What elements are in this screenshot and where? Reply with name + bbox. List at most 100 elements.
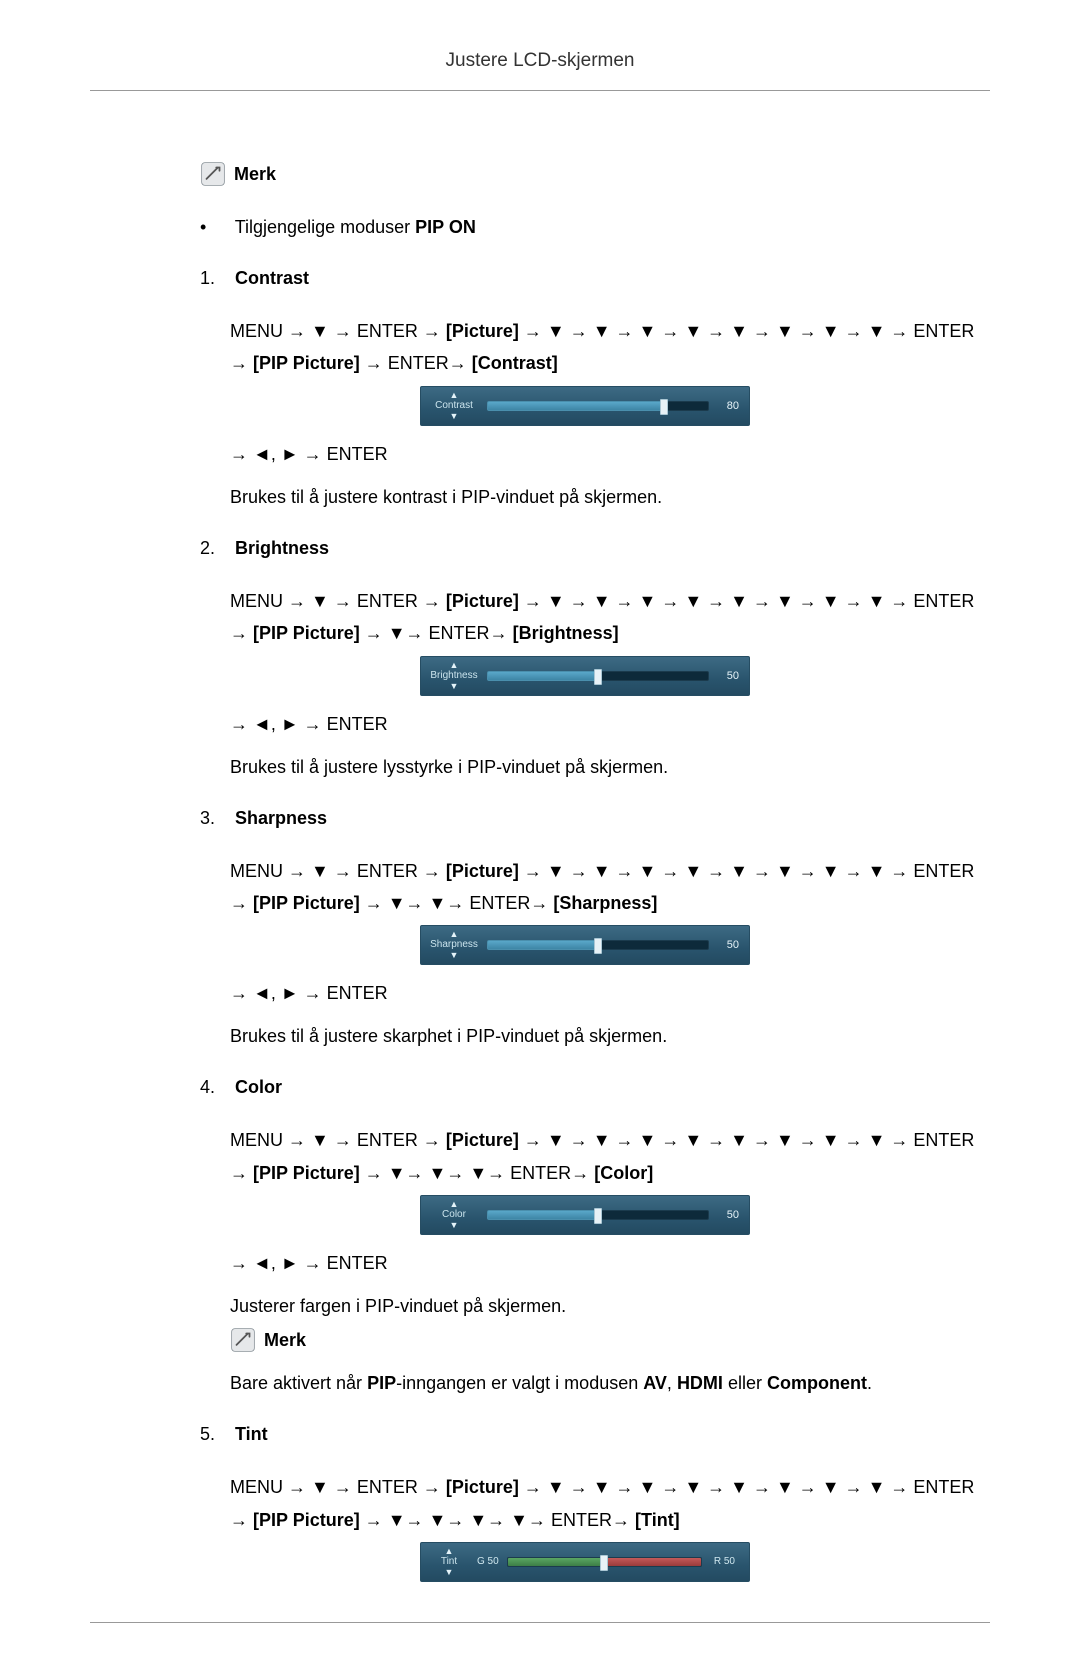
- osd-track: [487, 401, 709, 411]
- item-number: 2.: [200, 538, 230, 559]
- up-arrow-icon: ▲: [450, 1200, 459, 1209]
- nav-line-2: → ◄, ► → ENTER: [230, 1253, 990, 1274]
- note-merk: Merk: [230, 1327, 990, 1353]
- page: Justere LCD-skjermen Merk • Tilgjengelig…: [0, 0, 1080, 1663]
- nav-line-2: → ◄, ► → ENTER: [230, 983, 990, 1004]
- slider-wrap: ▲ Sharpness ▼ 50: [420, 925, 990, 965]
- item-desc: Brukes til å justere skarphet i PIP-vind…: [230, 1026, 990, 1047]
- item-title: Tint: [235, 1424, 268, 1444]
- settings-item: 5. Tint MENU → ▼ → ENTER → [Picture] → ▼…: [200, 1424, 990, 1582]
- tint-g-label: G 50: [473, 1556, 503, 1567]
- note-label: Merk: [264, 1330, 306, 1351]
- osd-value: 50: [717, 939, 739, 951]
- nav-line-1: MENU → ▼ → ENTER → [Picture] → ▼ → ▼ → ▼…: [230, 855, 990, 920]
- item-number: 5.: [200, 1424, 230, 1445]
- osd-label: Brightness: [430, 670, 477, 682]
- nav-line-1: MENU → ▼ → ENTER → [Picture] → ▼ → ▼ → ▼…: [230, 1124, 990, 1189]
- settings-item: 2. Brightness MENU → ▼ → ENTER → [Pictur…: [200, 538, 990, 778]
- item-head: 5. Tint: [200, 1424, 990, 1445]
- osd-left: ▲ Brightness ▼: [425, 661, 483, 691]
- osd-fill: [487, 940, 599, 950]
- osd-value: 50: [717, 1209, 739, 1221]
- up-arrow-icon: ▲: [445, 1547, 454, 1556]
- item-body: MENU → ▼ → ENTER → [Picture] → ▼ → ▼ → ▼…: [230, 315, 990, 508]
- osd-left: ▲ Sharpness ▼: [425, 930, 483, 960]
- osd-track: [487, 940, 709, 950]
- item-title: Color: [235, 1077, 282, 1097]
- osd-thumb: [594, 938, 602, 954]
- nav-line-2: → ◄, ► → ENTER: [230, 444, 990, 465]
- item-title: Sharpness: [235, 808, 327, 828]
- modes-pipon: PIP ON: [415, 217, 476, 237]
- footer-divider: [90, 1622, 990, 1623]
- item-number: 3.: [200, 808, 230, 829]
- osd-fill: [487, 671, 599, 681]
- osd-label: Tint: [441, 1556, 457, 1568]
- item-head: 3. Sharpness: [200, 808, 990, 829]
- item-head: 2. Brightness: [200, 538, 990, 559]
- osd-thumb: [594, 1208, 602, 1224]
- down-arrow-icon: ▼: [445, 1568, 454, 1577]
- osd-track: [487, 1210, 709, 1220]
- item-title: Brightness: [235, 538, 329, 558]
- page-title: Justere LCD-skjermen: [90, 50, 990, 91]
- osd-value: 50: [717, 670, 739, 682]
- note-merk: Merk: [200, 161, 990, 187]
- settings-item: 1. Contrast MENU → ▼ → ENTER → [Picture]…: [200, 268, 990, 508]
- osd-value: 80: [717, 400, 739, 412]
- osd-track: [507, 1557, 702, 1567]
- nav-line-1: MENU → ▼ → ENTER → [Picture] → ▼ → ▼ → ▼…: [230, 315, 990, 380]
- osd-fill: [487, 401, 665, 411]
- osd-label: Contrast: [435, 400, 473, 412]
- up-arrow-icon: ▲: [450, 391, 459, 400]
- modes-prefix: Tilgjengelige moduser: [235, 217, 415, 237]
- osd-left: ▲ Tint ▼: [425, 1547, 473, 1577]
- settings-item: 3. Sharpness MENU → ▼ → ENTER → [Picture…: [200, 808, 990, 1048]
- note-icon: [230, 1327, 256, 1353]
- slider-wrap: ▲ Tint ▼ G 50 R 50: [420, 1542, 990, 1582]
- up-arrow-icon: ▲: [450, 930, 459, 939]
- item-body: MENU → ▼ → ENTER → [Picture] → ▼ → ▼ → ▼…: [230, 1124, 990, 1394]
- item-desc: Brukes til å justere kontrast i PIP-vind…: [230, 487, 990, 508]
- osd-tint-slider: ▲ Tint ▼ G 50 R 50: [420, 1542, 750, 1582]
- item-desc: Brukes til å justere lysstyrke i PIP-vin…: [230, 757, 990, 778]
- item-body: MENU → ▼ → ENTER → [Picture] → ▼ → ▼ → ▼…: [230, 855, 990, 1048]
- item-head: 4. Color: [200, 1077, 990, 1098]
- item-desc: Justerer fargen i PIP-vinduet på skjerme…: [230, 1296, 990, 1317]
- settings-item: 4. Color MENU → ▼ → ENTER → [Picture] → …: [200, 1077, 990, 1394]
- note-icon: [200, 161, 226, 187]
- osd-slider: ▲ Color ▼ 50: [420, 1195, 750, 1235]
- item-number: 4.: [200, 1077, 230, 1098]
- osd-track: [487, 671, 709, 681]
- nav-line-1: MENU → ▼ → ENTER → [Picture] → ▼ → ▼ → ▼…: [230, 1471, 990, 1536]
- osd-slider: ▲ Contrast ▼ 80: [420, 386, 750, 426]
- down-arrow-icon: ▼: [450, 412, 459, 421]
- bullet-dot: •: [200, 217, 230, 238]
- slider-wrap: ▲ Brightness ▼ 50: [420, 656, 990, 696]
- item-title: Contrast: [235, 268, 309, 288]
- up-arrow-icon: ▲: [450, 661, 459, 670]
- nav-line-2: → ◄, ► → ENTER: [230, 714, 990, 735]
- tint-r-label: R 50: [710, 1556, 739, 1567]
- osd-fill: [487, 1210, 599, 1220]
- tint-red-fill: [603, 1557, 702, 1567]
- osd-thumb: [594, 669, 602, 685]
- osd-slider: ▲ Sharpness ▼ 50: [420, 925, 750, 965]
- down-arrow-icon: ▼: [450, 682, 459, 691]
- slider-wrap: ▲ Contrast ▼ 80: [420, 386, 990, 426]
- nav-line-1: MENU → ▼ → ENTER → [Picture] → ▼ → ▼ → ▼…: [230, 585, 990, 650]
- settings-list: 1. Contrast MENU → ▼ → ENTER → [Picture]…: [200, 268, 990, 1582]
- tint-green-fill: [507, 1557, 606, 1567]
- item-number: 1.: [200, 268, 230, 289]
- inner-note: Merk Bare aktivert når PIP-inngangen er …: [230, 1327, 990, 1394]
- osd-slider: ▲ Brightness ▼ 50: [420, 656, 750, 696]
- slider-wrap: ▲ Color ▼ 50: [420, 1195, 990, 1235]
- inner-note-text: Bare aktivert når PIP-inngangen er valgt…: [230, 1373, 990, 1394]
- osd-thumb: [660, 399, 668, 415]
- osd-left: ▲ Color ▼: [425, 1200, 483, 1230]
- modes-line: • Tilgjengelige moduser PIP ON: [200, 217, 990, 238]
- down-arrow-icon: ▼: [450, 951, 459, 960]
- item-body: MENU → ▼ → ENTER → [Picture] → ▼ → ▼ → ▼…: [230, 585, 990, 778]
- osd-thumb: [600, 1555, 608, 1571]
- osd-left: ▲ Contrast ▼: [425, 391, 483, 421]
